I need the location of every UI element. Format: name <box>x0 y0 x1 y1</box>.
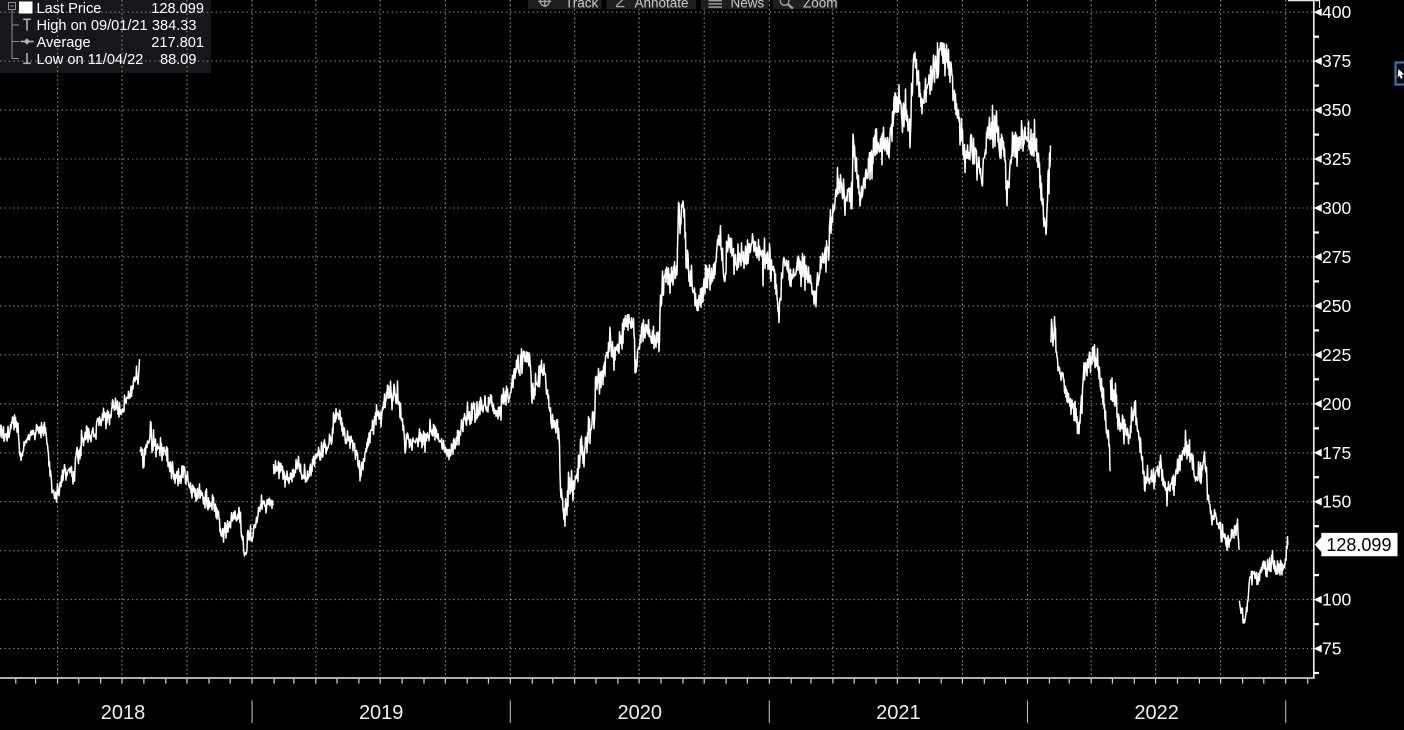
svg-text:2020: 2020 <box>618 702 663 724</box>
svg-text:2022: 2022 <box>1134 702 1179 724</box>
svg-text:High on 09/01/21: High on 09/01/21 <box>37 18 148 34</box>
svg-text:300: 300 <box>1322 198 1351 218</box>
svg-text:2018: 2018 <box>101 702 146 724</box>
svg-text:Track: Track <box>565 0 598 11</box>
svg-text:Last Price: Last Price <box>37 1 102 17</box>
svg-text:2019: 2019 <box>359 702 404 724</box>
svg-text:275: 275 <box>1322 247 1351 267</box>
svg-text:150: 150 <box>1322 492 1351 512</box>
svg-text:Low on 11/04/22: Low on 11/04/22 <box>37 52 144 68</box>
svg-text:400: 400 <box>1322 2 1351 22</box>
svg-text:384.33: 384.33 <box>152 18 197 34</box>
svg-text:175: 175 <box>1322 443 1351 463</box>
svg-text:250: 250 <box>1322 296 1351 316</box>
svg-text:75: 75 <box>1322 639 1341 659</box>
svg-text:88.09: 88.09 <box>160 52 197 68</box>
svg-text:Zoom: Zoom <box>803 0 838 11</box>
svg-text:325: 325 <box>1322 149 1351 169</box>
svg-text:375: 375 <box>1322 51 1351 71</box>
svg-text:Average: Average <box>37 35 91 51</box>
svg-text:128.099: 128.099 <box>151 1 204 17</box>
svg-text:Annotate: Annotate <box>635 0 689 11</box>
svg-text:News: News <box>731 0 765 11</box>
svg-text:2021: 2021 <box>876 702 921 724</box>
svg-text:100: 100 <box>1322 590 1351 610</box>
svg-text:217.801: 217.801 <box>151 35 204 51</box>
svg-text:350: 350 <box>1322 100 1351 120</box>
svg-text:225: 225 <box>1322 345 1351 365</box>
svg-text:128.099: 128.099 <box>1326 535 1391 555</box>
svg-text:200: 200 <box>1322 394 1351 414</box>
